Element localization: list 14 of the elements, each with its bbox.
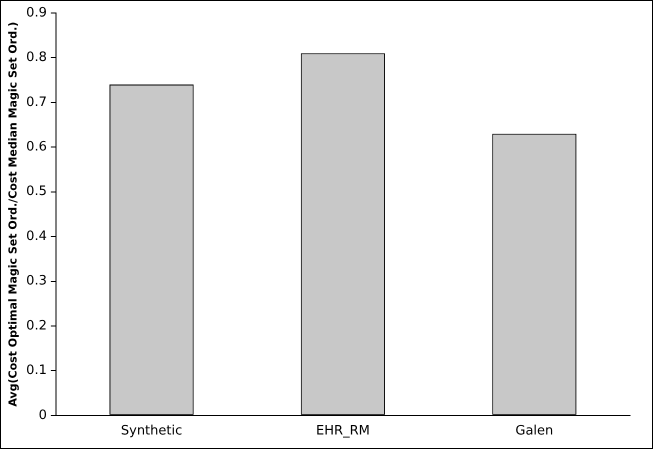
y-tick-label: 0 — [38, 408, 47, 423]
y-tick-label: 0.4 — [26, 228, 47, 244]
y-tick-label: 0.1 — [26, 363, 47, 378]
y-tick-label: 0.7 — [26, 94, 47, 110]
y-axis-title: Avg(Cost Optimal Magic Set Ord./Cost Median Magic Set Ord.) — [6, 22, 20, 407]
y-tick-label: 0.9 — [26, 5, 47, 20]
y-tick-label: 0.8 — [26, 50, 47, 66]
y-tick-label: 0.2 — [26, 318, 47, 334]
y-tick-label: 0.6 — [26, 140, 47, 155]
x-tick-label: Galen — [515, 424, 554, 439]
x-tick-label: EHR_RM — [316, 424, 370, 439]
x-tick-label: Synthetic — [120, 424, 182, 439]
y-tick-label: 0.3 — [26, 274, 47, 289]
y-tick-label: 0.5 — [26, 184, 47, 200]
